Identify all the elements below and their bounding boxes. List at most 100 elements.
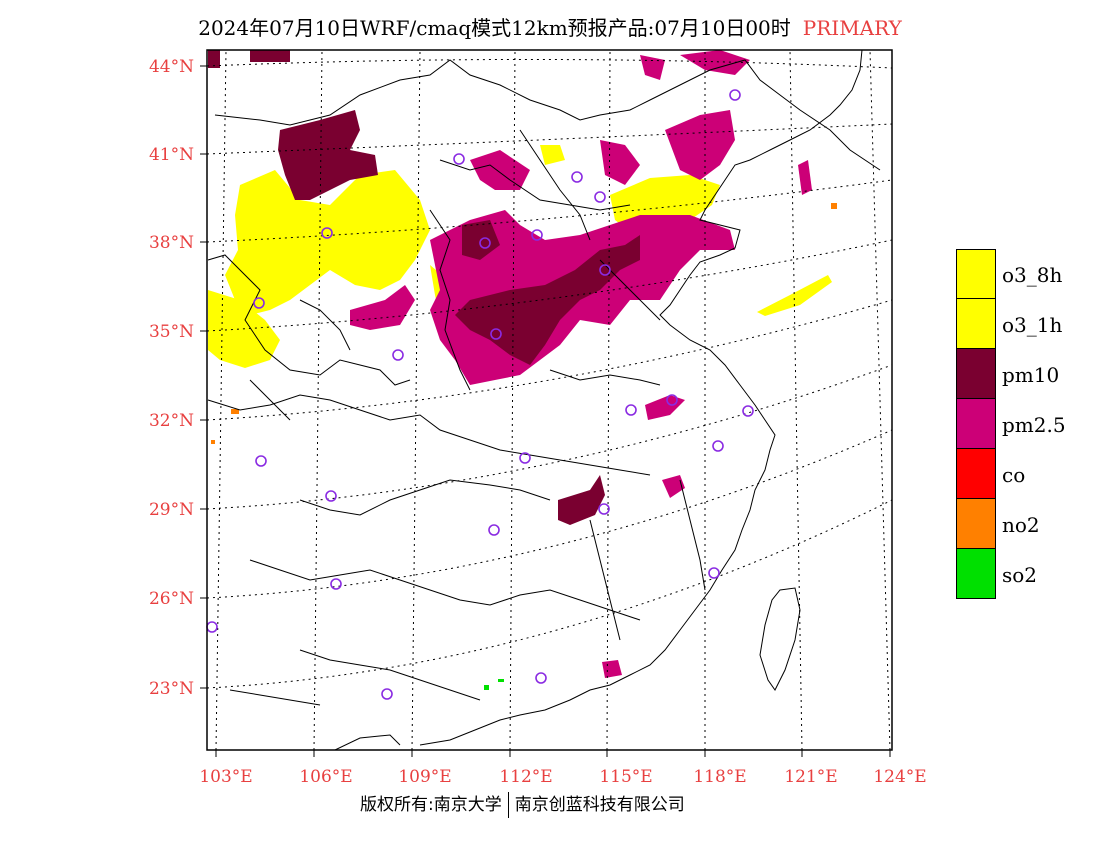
map-title: 2024年07月10日WRF/cmaq模式12km预报产品:07月10日00时 P…: [0, 12, 1100, 41]
legend-label: o3_8h: [1002, 263, 1063, 287]
station-marker: [594, 191, 606, 203]
station-marker: [490, 328, 502, 340]
pm25-region-north: [600, 140, 640, 185]
lat-label: 44°N: [149, 57, 194, 77]
pm25-region-far-north: [640, 55, 665, 80]
station-marker: [625, 404, 637, 416]
pollution-layer: [208, 50, 837, 690]
pm25-region-jiangsu: [645, 395, 685, 420]
parallel-38: [207, 179, 892, 243]
station-marker: [519, 452, 531, 464]
legend-label: so2: [1002, 563, 1038, 587]
footer-left: 版权所有:南京大学: [360, 795, 502, 815]
lon-label: 103°E: [199, 767, 252, 787]
station-marker: [598, 503, 610, 515]
lon-label: 115°E: [599, 767, 652, 787]
coastline: [419, 50, 863, 746]
map-frame: [206, 49, 893, 751]
title-tag: PRIMARY: [802, 16, 902, 40]
legend-swatch: [956, 399, 996, 449]
station-marker: [531, 229, 543, 241]
graticule: [207, 50, 892, 750]
footer-right: 南京创蓝科技有限公司: [514, 795, 685, 815]
pm10-region-north-strip: [250, 50, 290, 62]
boundary-layer: [207, 50, 881, 750]
meridian-121: [789, 50, 803, 750]
lat-label: 26°N: [149, 589, 194, 609]
station-marker: [453, 153, 465, 165]
pm25-region-guangdong: [602, 660, 622, 678]
o3-region-yellow-sea: [757, 275, 832, 316]
province-borders-west: [207, 254, 411, 421]
legend-swatch: [956, 499, 996, 549]
pm25-region-jiangxi: [662, 475, 685, 498]
station-marker: [392, 349, 404, 361]
station-marker: [321, 227, 333, 239]
parallel-26: [207, 429, 892, 599]
station-marker: [571, 171, 583, 183]
pm10-region-hubei: [558, 475, 605, 525]
hainan: [334, 734, 401, 750]
meridian-112: [509, 50, 516, 750]
legend-label: o3_1h: [1002, 313, 1063, 337]
legend-label: pm10: [1002, 363, 1060, 387]
meridian-109: [411, 50, 421, 750]
station-marker: [599, 264, 611, 276]
no2-spot-sichuan-2: [211, 440, 215, 444]
province-borders-mid: [429, 129, 661, 391]
station-marker: [535, 672, 547, 684]
legend-swatch: [956, 549, 996, 599]
station-marker: [729, 89, 741, 101]
parallel-41: [207, 123, 892, 155]
lat-label: 41°N: [149, 145, 194, 165]
station-marker: [488, 524, 500, 536]
meridian-103: [215, 50, 227, 750]
province-borders-north: [214, 59, 881, 171]
copyright-footer: 版权所有:南京大学 南京创蓝科技有限公司: [360, 790, 685, 818]
legend-label: pm2.5: [1002, 413, 1066, 437]
legend-label: co: [1002, 463, 1026, 487]
meridian-106: [313, 50, 323, 750]
station-marker: [666, 394, 678, 406]
station-marker: [325, 490, 337, 502]
station-marker: [479, 237, 491, 249]
lon-label: 112°E: [499, 767, 552, 787]
parallel-35: [207, 239, 892, 332]
meridian-124: [869, 50, 891, 750]
station-marker: [712, 440, 724, 452]
o3-region-west: [225, 170, 430, 315]
legend-label: no2: [1002, 513, 1040, 537]
pm25-region-northeast: [665, 110, 735, 180]
station-marker: [708, 567, 720, 579]
lat-label: 23°N: [149, 679, 194, 699]
pm10-region-inner-mongolia: [278, 110, 378, 200]
no2-spot-coast: [831, 203, 837, 209]
lon-labels: 103°E 106°E 109°E 112°E 115°E 118°E 121°…: [199, 767, 926, 787]
no2-spot-sichuan: [231, 409, 239, 414]
province-borders-south: [207, 394, 706, 706]
title-main: 2024年07月10日WRF/cmaq模式12km预报产品:07月10日00时: [198, 16, 791, 40]
station-marker: [206, 621, 218, 633]
meridian-115: [606, 50, 611, 750]
lat-label: 35°N: [149, 322, 194, 342]
footer-divider: [507, 792, 509, 818]
legend-swatch: [956, 249, 996, 299]
o3-region-beijing: [540, 145, 565, 165]
station-marker: [381, 688, 393, 700]
station-marker: [253, 297, 265, 309]
parallel-23: [207, 499, 892, 689]
pm25-region-liaoning: [798, 160, 812, 195]
legend-swatch: [956, 349, 996, 399]
lon-label: 106°E: [299, 767, 352, 787]
station-marker: [742, 405, 754, 417]
so2-spot-guangdong: [484, 685, 489, 690]
lat-labels: 44°N 41°N 38°N 35°N 32°N 29°N 26°N 23°N: [149, 57, 194, 699]
so2-spot-guangdong-2: [498, 679, 504, 682]
station-marker: [255, 455, 267, 467]
parallel-44: [207, 58, 892, 69]
parallel-29: [207, 364, 892, 510]
legend-swatch: [956, 449, 996, 499]
pm25-region-west: [350, 285, 415, 330]
lat-label: 38°N: [149, 233, 194, 253]
